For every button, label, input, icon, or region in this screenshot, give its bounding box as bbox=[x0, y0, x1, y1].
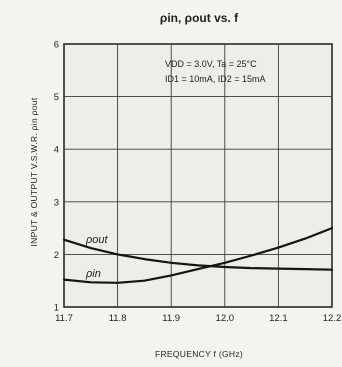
plot-area bbox=[63, 43, 333, 308]
y-tick-label: 6 bbox=[54, 40, 59, 51]
y-tick-label: 2 bbox=[54, 250, 59, 261]
y-tick-label: 1 bbox=[54, 303, 59, 314]
condition-line-2: ID1 = 10mA, ID2 = 15mA bbox=[165, 74, 266, 84]
plot-frame bbox=[63, 43, 333, 308]
x-axis-label: FREQUENCY f (GHz) bbox=[155, 349, 243, 359]
y-tick-label: 3 bbox=[54, 197, 59, 208]
series-line-rho-out bbox=[62, 238, 334, 271]
chart-title: ρin, ρout vs. f bbox=[160, 11, 239, 25]
condition-line-1: VDD = 3.0V, Ta = 25°C bbox=[165, 59, 257, 69]
series-line-rho-in bbox=[62, 227, 334, 284]
series-label-rho-in: ρin bbox=[85, 268, 101, 280]
x-tick-label: 11.9 bbox=[162, 313, 180, 324]
y-tick-label: 4 bbox=[54, 145, 59, 156]
y-axis-label: INPUT & OUTPUT V.S.W.R. ρin ρout bbox=[29, 97, 39, 246]
y-tick-label: 5 bbox=[54, 92, 59, 103]
x-tick-label: 11.7 bbox=[55, 313, 73, 324]
y-tick-labels: 1 2 3 4 5 6 bbox=[54, 40, 59, 314]
series-lines bbox=[62, 227, 334, 284]
x-tick-label: 11.8 bbox=[109, 313, 127, 324]
x-tick-labels: 11.7 11.8 11.9 12.0 12.1 12.2 bbox=[55, 313, 341, 324]
x-tick-label: 12.2 bbox=[323, 313, 342, 324]
x-tick-label: 12.0 bbox=[216, 313, 235, 324]
series-label-rho-out: ρout bbox=[85, 234, 109, 246]
x-tick-label: 12.1 bbox=[269, 313, 288, 324]
